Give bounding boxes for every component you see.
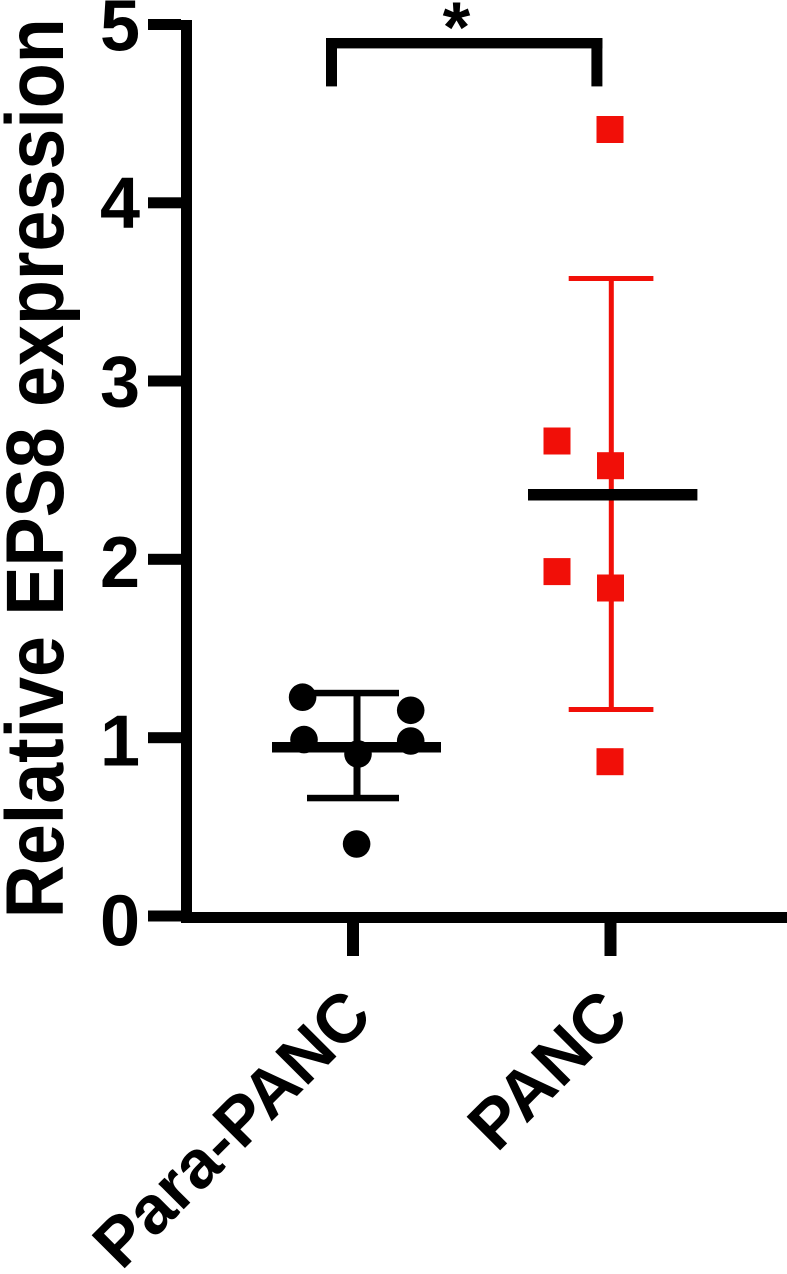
svg-text:1: 1: [100, 702, 140, 782]
svg-text:4: 4: [100, 164, 140, 244]
svg-text:2: 2: [100, 523, 140, 603]
svg-text:0: 0: [100, 882, 140, 962]
svg-text:5: 5: [100, 0, 140, 67]
svg-text:3: 3: [100, 343, 140, 423]
svg-text:Relative EPS8 expression: Relative EPS8 expression: [0, 18, 81, 918]
svg-text:*: *: [443, 0, 471, 68]
